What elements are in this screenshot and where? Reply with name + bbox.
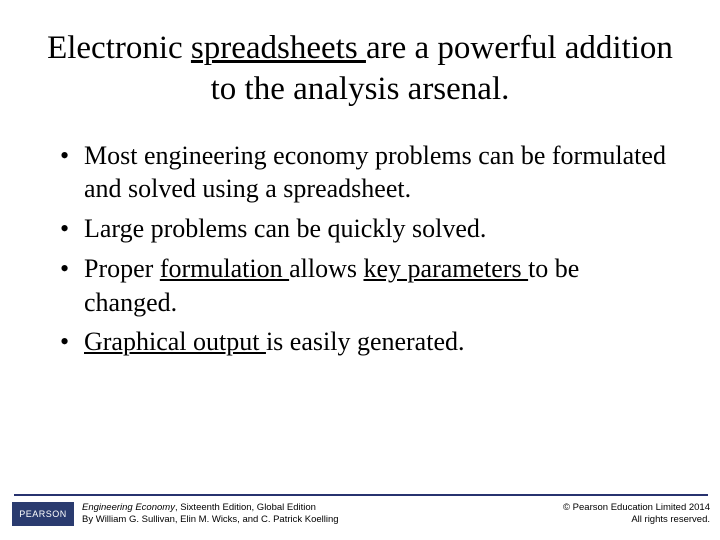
book-edition: , Sixteenth Edition, Global Edition [175, 502, 316, 513]
book-info: Engineering Economy, Sixteenth Edition, … [82, 502, 339, 526]
book-authors: By William G. Sullivan, Elin M. Wicks, a… [82, 514, 339, 526]
rights-text: All rights reserved. [563, 514, 710, 526]
bullet-text: Proper [84, 254, 160, 283]
slide-title: Electronic spreadsheets are a powerful a… [42, 28, 678, 111]
copyright-block: © Pearson Education Limited 2014 All rig… [563, 502, 710, 526]
title-underline-spreadsheets: spreadsheets [191, 30, 366, 66]
bullet-underline-formulation: formulation [160, 254, 289, 283]
bullet-text: allows [289, 254, 363, 283]
bullet-item: Graphical output is easily generated. [60, 325, 678, 359]
bullet-item: Large problems can be quickly solved. [60, 212, 678, 246]
bullet-item: Most engineering economy problems can be… [60, 139, 678, 207]
bullet-text: Large problems can be quickly solved. [84, 214, 486, 243]
bullet-underline-graphical-output: Graphical output [84, 327, 266, 356]
pearson-logo: PEARSON [12, 502, 74, 526]
bullet-list: Most engineering economy problems can be… [42, 139, 678, 360]
title-text-pre: Electronic [47, 30, 191, 66]
footer-row: PEARSON Engineering Economy, Sixteenth E… [12, 502, 710, 526]
book-line-1: Engineering Economy, Sixteenth Edition, … [82, 502, 339, 514]
logo-text: PEARSON [19, 509, 67, 519]
slide-footer: PEARSON Engineering Economy, Sixteenth E… [0, 494, 720, 526]
slide: Electronic spreadsheets are a powerful a… [0, 0, 720, 540]
bullet-text: Most engineering economy problems can be… [84, 141, 666, 204]
copyright-text: © Pearson Education Limited 2014 [563, 502, 710, 514]
bullet-text: is easily generated. [266, 327, 465, 356]
bullet-item: Proper formulation allows key parameters… [60, 252, 678, 320]
bullet-underline-key-parameters: key parameters [363, 254, 528, 283]
footer-rule [14, 494, 708, 496]
book-title: Engineering Economy [82, 502, 175, 513]
